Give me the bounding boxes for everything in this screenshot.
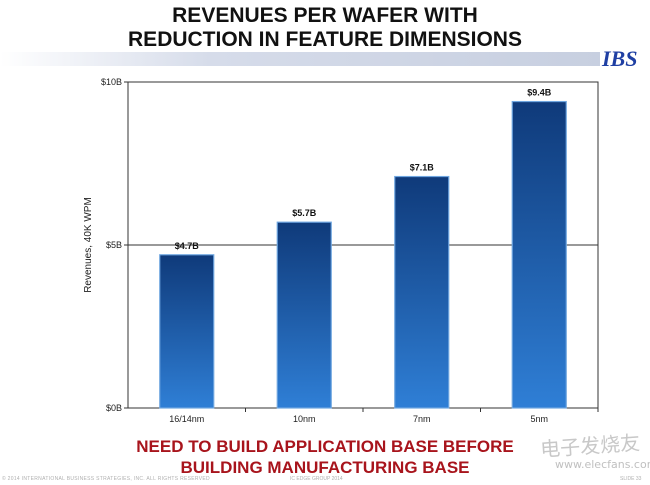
footer-copyright: © 2014 INTERNATIONAL BUSINESS STRATEGIES… [2,476,210,482]
bar [511,100,567,409]
title-line-2: REDUCTION IN FEATURE DIMENSIONS [128,28,522,51]
x-tick-label: 7nm [413,414,431,424]
x-tick-label: 10nm [293,414,316,424]
x-tick-label: 16/14nm [169,414,204,424]
y-tick-label: $5B [106,240,122,250]
watermark-url: www.elecfans.com [555,458,650,471]
y-tick-label: $10B [101,77,122,87]
ibs-logo: IBS [602,46,638,71]
data-label: $4.7B [175,241,200,251]
bar [394,175,450,409]
note-line-1: NEED TO BUILD APPLICATION BASE BEFORE [136,437,514,456]
data-label: $5.7B [292,208,317,218]
bar [159,254,215,409]
footer-group: IC EDGE GROUP 2014 [290,476,343,482]
data-label: $7.1B [410,163,435,173]
x-tick-label: 5nm [530,414,548,424]
bottom-note: NEED TO BUILD APPLICATION BASE BEFORE BU… [0,436,650,478]
header-rule [0,52,600,66]
y-tick-label: $0B [106,403,122,413]
title-line-1: REVENUES PER WAFER WITH [172,4,478,27]
y-axis-label: Revenues, 40K WPM [83,197,94,293]
note-line-2: BUILDING MANUFACTURING BASE [180,458,470,477]
data-label: $9.4B [527,88,552,98]
bar [276,221,332,409]
footer-slide-number: SLIDE 33 [620,476,642,482]
page-title: REVENUES PER WAFER WITH REDUCTION IN FEA… [0,4,650,52]
